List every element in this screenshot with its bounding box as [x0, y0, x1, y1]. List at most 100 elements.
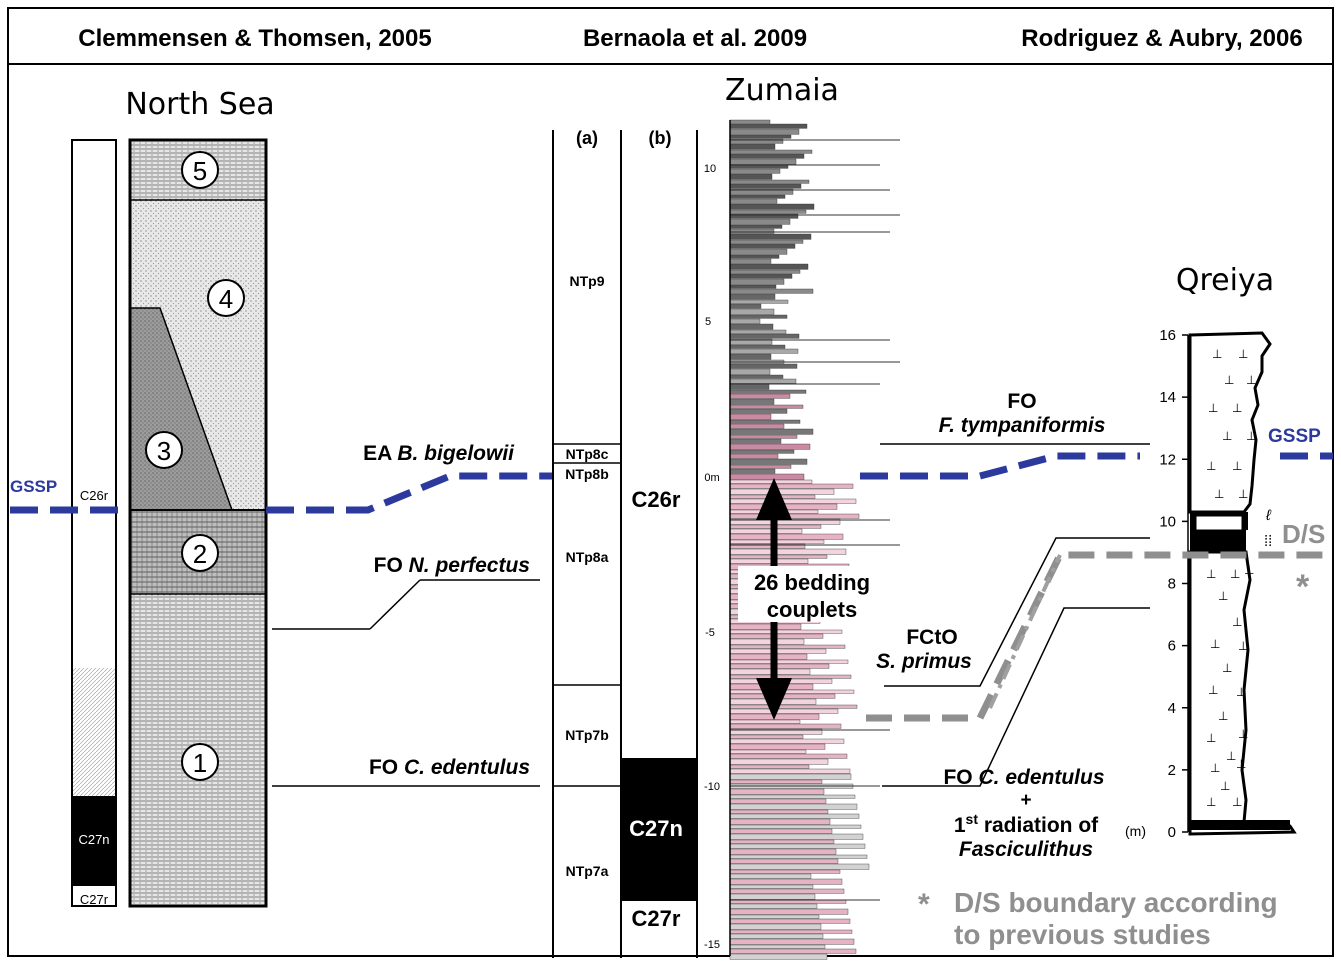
zone-ntp9: NTp9	[570, 273, 605, 289]
unit-2-marker: 2	[181, 534, 219, 572]
gssp-line-left	[10, 472, 553, 514]
zumaia-bed	[729, 194, 786, 199]
zumaia-bed	[729, 123, 808, 129]
zumaia-bed	[729, 839, 835, 844]
zumaia-bed	[729, 794, 856, 799]
zumaia-bed	[729, 228, 775, 234]
zumaia-title: Zumaia	[725, 73, 839, 108]
zumaia-bed	[729, 659, 849, 664]
svg-text:3: 3	[157, 436, 171, 466]
qreiya-tick-label: 6	[1168, 638, 1176, 655]
chron-c27n-zumaia: C27n	[629, 816, 683, 841]
limestone-symbol: ⊥	[1232, 459, 1242, 473]
qreiya-tick-label: 12	[1159, 451, 1176, 468]
couplets-arrow-head-down	[756, 678, 792, 720]
ds-label: D/S	[1282, 519, 1325, 549]
qreiya-tick-label: 8	[1168, 576, 1176, 593]
zumaia-bed	[729, 869, 841, 874]
zumaia-bed	[729, 479, 813, 484]
zumaia-bed	[729, 288, 814, 294]
svg-text:2: 2	[193, 539, 207, 569]
fo-edentulus-label: FO C. edentulus	[369, 756, 530, 779]
zumaia-bed	[729, 344, 786, 349]
column-b-label: (b)	[649, 128, 672, 148]
unit-5-marker: 5	[181, 151, 219, 189]
zumaia-bed	[729, 473, 805, 480]
header-right: Rodriguez & Aubry, 2006	[1021, 25, 1302, 52]
chron-c27n-block	[73, 796, 115, 886]
zumaia-bed	[729, 168, 781, 174]
tick-minus-15: -15	[704, 939, 720, 951]
zumaia-bed	[729, 663, 830, 669]
limestone-symbol: ⊥	[1238, 487, 1248, 501]
zumaia-bed	[729, 824, 862, 829]
zumaia-bed	[729, 273, 793, 279]
qreiya-title: Qreiya	[1176, 263, 1274, 298]
zumaia-bed	[729, 888, 845, 894]
zumaia-bed	[729, 638, 805, 645]
zumaia-bed	[729, 848, 837, 855]
zumaia-bed	[729, 743, 826, 750]
limestone-symbol: ⊥	[1222, 661, 1232, 675]
qreiya-tick-label: 10	[1159, 513, 1176, 530]
zumaia-bed	[729, 254, 780, 259]
zumaia-bed	[729, 393, 791, 399]
north-sea-title: North Sea	[125, 87, 274, 122]
svg-text:5: 5	[193, 156, 207, 186]
zumaia-bed	[729, 218, 791, 225]
qreiya-upper-unit	[1188, 331, 1272, 514]
zumaia-bed	[729, 449, 795, 454]
fasciculithus-label: Fasciculithus	[959, 838, 1093, 861]
zumaia-bed	[729, 893, 816, 900]
zumaia-bed	[729, 293, 776, 300]
zumaia-bed	[729, 533, 844, 540]
zumaia-bed	[729, 554, 828, 559]
zumaia-bed	[729, 314, 788, 319]
limestone-symbol: ⊥	[1206, 731, 1216, 745]
zumaia-bed	[729, 723, 842, 729]
zumaia-bed	[729, 803, 858, 810]
fo-edentulus-right-line	[882, 607, 1150, 787]
qreiya-lithology-marks: ⊥ ⊥⊥ ⊥⊥ ⊥⊥ ⊥⊥ ⊥⊥ ⊥⊥ ⊥ ⊥⊥⊥⊥ ⊥⊥⊥ ⊥⊥⊥⊥⊥⊥ ⊥⊥⊥ ⊥	[1206, 347, 1256, 809]
zumaia-bed	[729, 318, 761, 324]
zumaia-bed	[729, 929, 853, 934]
zumaia-bed	[729, 498, 857, 504]
limestone-symbol: ⊥	[1208, 683, 1218, 697]
zumaia-bed	[729, 383, 770, 390]
chron-c27n-zumaia-block	[621, 758, 697, 900]
zumaia-bed	[729, 303, 762, 309]
svg-text:4: 4	[219, 284, 233, 314]
zumaia-bed	[729, 948, 857, 954]
zumaia-bed	[729, 674, 852, 679]
limestone-symbol: ⊥	[1206, 459, 1216, 473]
zumaia-bed	[729, 903, 818, 909]
zumaia-bed	[729, 944, 826, 949]
zumaia-bed	[729, 398, 775, 405]
tick-minus-5: -5	[705, 627, 715, 639]
qreiya-dark-band	[1190, 530, 1246, 552]
couplets-label-box	[738, 566, 884, 622]
tick-minus-10: -10	[704, 781, 720, 793]
zumaia-bed	[729, 284, 777, 289]
zumaia-bed	[729, 809, 829, 814]
zumaia-bed	[729, 938, 855, 945]
couplets-label-line1: 26 bedding	[754, 570, 870, 595]
zumaia-bed	[729, 203, 815, 210]
zumaia-bed	[729, 263, 809, 270]
zumaia-bed	[729, 363, 798, 369]
limestone-symbol: ⊥	[1232, 615, 1242, 629]
zumaia-bed	[729, 753, 848, 759]
limestone-symbol: ⊥	[1206, 795, 1216, 809]
fcto-primus-line	[884, 537, 1150, 687]
zumaia-bed	[729, 648, 827, 654]
fcto-label: FCtO	[906, 626, 957, 649]
zumaia-bed	[729, 468, 776, 474]
zumaia-bed	[729, 779, 823, 784]
limestone-symbol: ⊥	[1214, 487, 1224, 501]
zumaia-bed	[729, 438, 782, 444]
zumaia-bed	[729, 918, 851, 924]
zumaia-bed	[729, 348, 799, 354]
fo-edentulus-right-label: FO C. edentulus	[943, 766, 1104, 789]
zumaia-bed	[729, 878, 843, 885]
